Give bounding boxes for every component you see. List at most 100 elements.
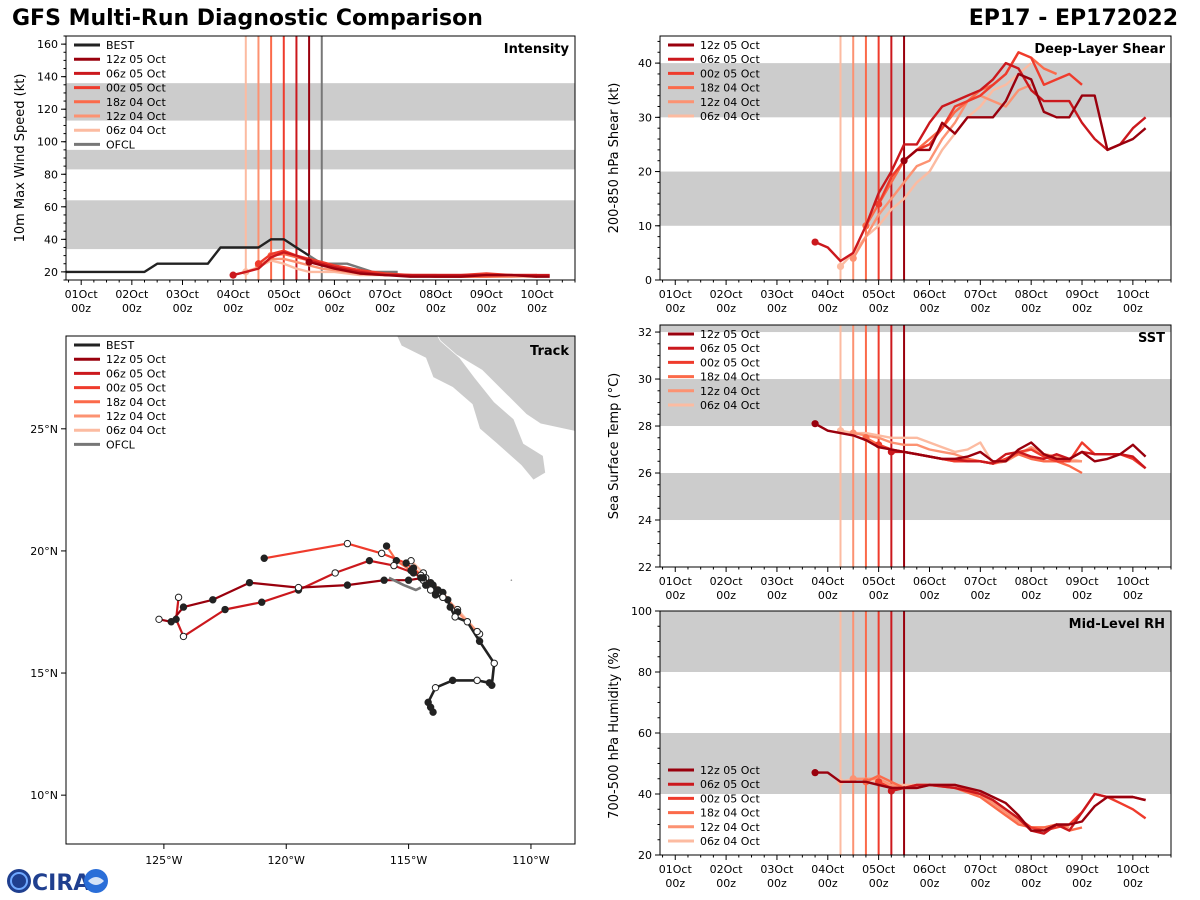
x-tick-label: 00z xyxy=(1123,302,1143,315)
x-tick-label: 00z xyxy=(665,302,685,315)
series-start-marker xyxy=(305,258,313,266)
plot-area xyxy=(660,611,1171,855)
shaded-band xyxy=(66,83,575,121)
y-tick-label: 120 xyxy=(37,103,58,116)
legend-label: 12z 04 Oct xyxy=(700,821,760,834)
x-tick-label: 00z xyxy=(1072,302,1092,315)
track-point xyxy=(426,586,435,594)
track-point xyxy=(490,659,498,667)
x-tick-label: 05Oct xyxy=(267,288,301,301)
x-tick-label: 00z xyxy=(71,302,91,315)
legend-label: 06z 04 Oct xyxy=(700,110,760,123)
y-axis-label: 200-850 hPa Shear (kt) xyxy=(607,83,622,234)
y-tick-label: 80 xyxy=(638,666,652,679)
y-tick-label: 20 xyxy=(638,849,652,862)
series-start-marker xyxy=(900,157,908,165)
x-tick-label: 00z xyxy=(970,589,990,602)
track-point xyxy=(431,591,440,599)
series-start-marker xyxy=(229,271,237,279)
x-tick-label: 07Oct xyxy=(964,575,998,588)
x-tick-label: 00z xyxy=(869,302,889,315)
legend-label: 12z 04 Oct xyxy=(700,96,760,109)
x-tick-label: 06Oct xyxy=(913,288,947,301)
panel-shear: 01020304001Oct00z02Oct00z03Oct00z04Oct00… xyxy=(607,35,1172,315)
legend-label: BEST xyxy=(106,339,134,352)
legend-label: 00z 05 Oct xyxy=(106,382,166,395)
x-tick-label: 03Oct xyxy=(760,288,794,301)
lat-tick-label: 10°N xyxy=(30,789,58,802)
x-tick-label: 04Oct xyxy=(217,288,251,301)
track-point xyxy=(390,561,398,570)
y-tick-label: 32 xyxy=(638,326,652,339)
y-tick-label: 26 xyxy=(638,467,652,480)
x-tick-label: 06Oct xyxy=(913,863,947,876)
x-tick-label: 00z xyxy=(375,302,395,315)
track-point xyxy=(439,593,447,602)
legend-label: 00z 05 Oct xyxy=(106,82,166,95)
track-point xyxy=(221,605,229,614)
legend-label: 18z 04 Oct xyxy=(700,371,760,384)
series-line xyxy=(814,422,1147,463)
plot-area xyxy=(660,325,1171,567)
x-tick-label: 08Oct xyxy=(1015,288,1049,301)
x-tick-label: 09Oct xyxy=(1066,863,1100,876)
series-start-marker xyxy=(836,262,845,271)
track-line xyxy=(388,576,422,592)
y-tick-label: 140 xyxy=(37,71,58,84)
x-tick-label: 03Oct xyxy=(166,288,200,301)
legend-label: 06z 04 Oct xyxy=(106,424,166,437)
x-tick-label: 00z xyxy=(920,589,940,602)
y-tick-label: 20 xyxy=(44,266,58,279)
track-point xyxy=(404,576,413,584)
track-point xyxy=(260,554,268,562)
panel-sst: 22242628303201Oct00z02Oct00z03Oct00z04Oc… xyxy=(607,324,1172,602)
track-point xyxy=(409,569,418,577)
track-point xyxy=(258,598,266,606)
track-line xyxy=(158,576,424,623)
legend-label: 12z 04 Oct xyxy=(700,385,760,398)
shaded-band xyxy=(660,63,1171,118)
lon-tick-label: 120°W xyxy=(268,854,305,867)
y-tick-label: 100 xyxy=(631,605,652,618)
plot-frame xyxy=(659,324,1172,568)
y-tick-label: 60 xyxy=(44,201,58,214)
panel-title: Deep-Layer Shear xyxy=(1034,42,1165,57)
x-tick-label: 00z xyxy=(970,302,990,315)
track-point xyxy=(473,676,481,685)
x-tick-label: 00z xyxy=(325,302,345,315)
x-tick-label: 01Oct xyxy=(659,863,693,876)
lon-tick-label: 115°W xyxy=(390,854,427,867)
track-point xyxy=(382,542,391,550)
x-tick-label: 01Oct xyxy=(659,575,693,588)
series-line xyxy=(66,238,310,274)
track-point xyxy=(343,539,352,548)
x-tick-label: 00z xyxy=(767,302,787,315)
y-tick-label: 40 xyxy=(44,233,58,246)
x-tick-label: 09Oct xyxy=(1066,288,1100,301)
lon-tick-label: 125°W xyxy=(145,854,182,867)
x-tick-label: 07Oct xyxy=(369,288,403,301)
x-tick-label: 00z xyxy=(1021,302,1041,315)
y-tick-label: 80 xyxy=(44,168,58,181)
x-tick-label: 00z xyxy=(173,302,193,315)
cira-logo: CIRA xyxy=(7,869,108,896)
legend-label: 18z 04 Oct xyxy=(700,807,760,820)
y-tick-label: 28 xyxy=(638,420,652,433)
x-tick-label: 06Oct xyxy=(913,575,947,588)
legend-label: 12z 04 Oct xyxy=(106,110,166,123)
x-tick-label: 04Oct xyxy=(811,575,845,588)
x-tick-label: 03Oct xyxy=(760,575,794,588)
y-tick-label: 30 xyxy=(638,373,652,386)
legend-label: OFCL xyxy=(106,438,136,451)
x-tick-label: 00z xyxy=(1123,589,1143,602)
track-point xyxy=(422,581,430,589)
shaded-band xyxy=(660,171,1171,226)
y-tick-label: 40 xyxy=(638,57,652,70)
series-line xyxy=(903,72,1147,162)
legend-label: 06z 05 Oct xyxy=(700,342,760,355)
legend-label: 18z 04 Oct xyxy=(106,96,166,109)
legend-label: 12z 05 Oct xyxy=(700,328,760,341)
track-point xyxy=(488,681,496,689)
track-point xyxy=(473,627,481,636)
